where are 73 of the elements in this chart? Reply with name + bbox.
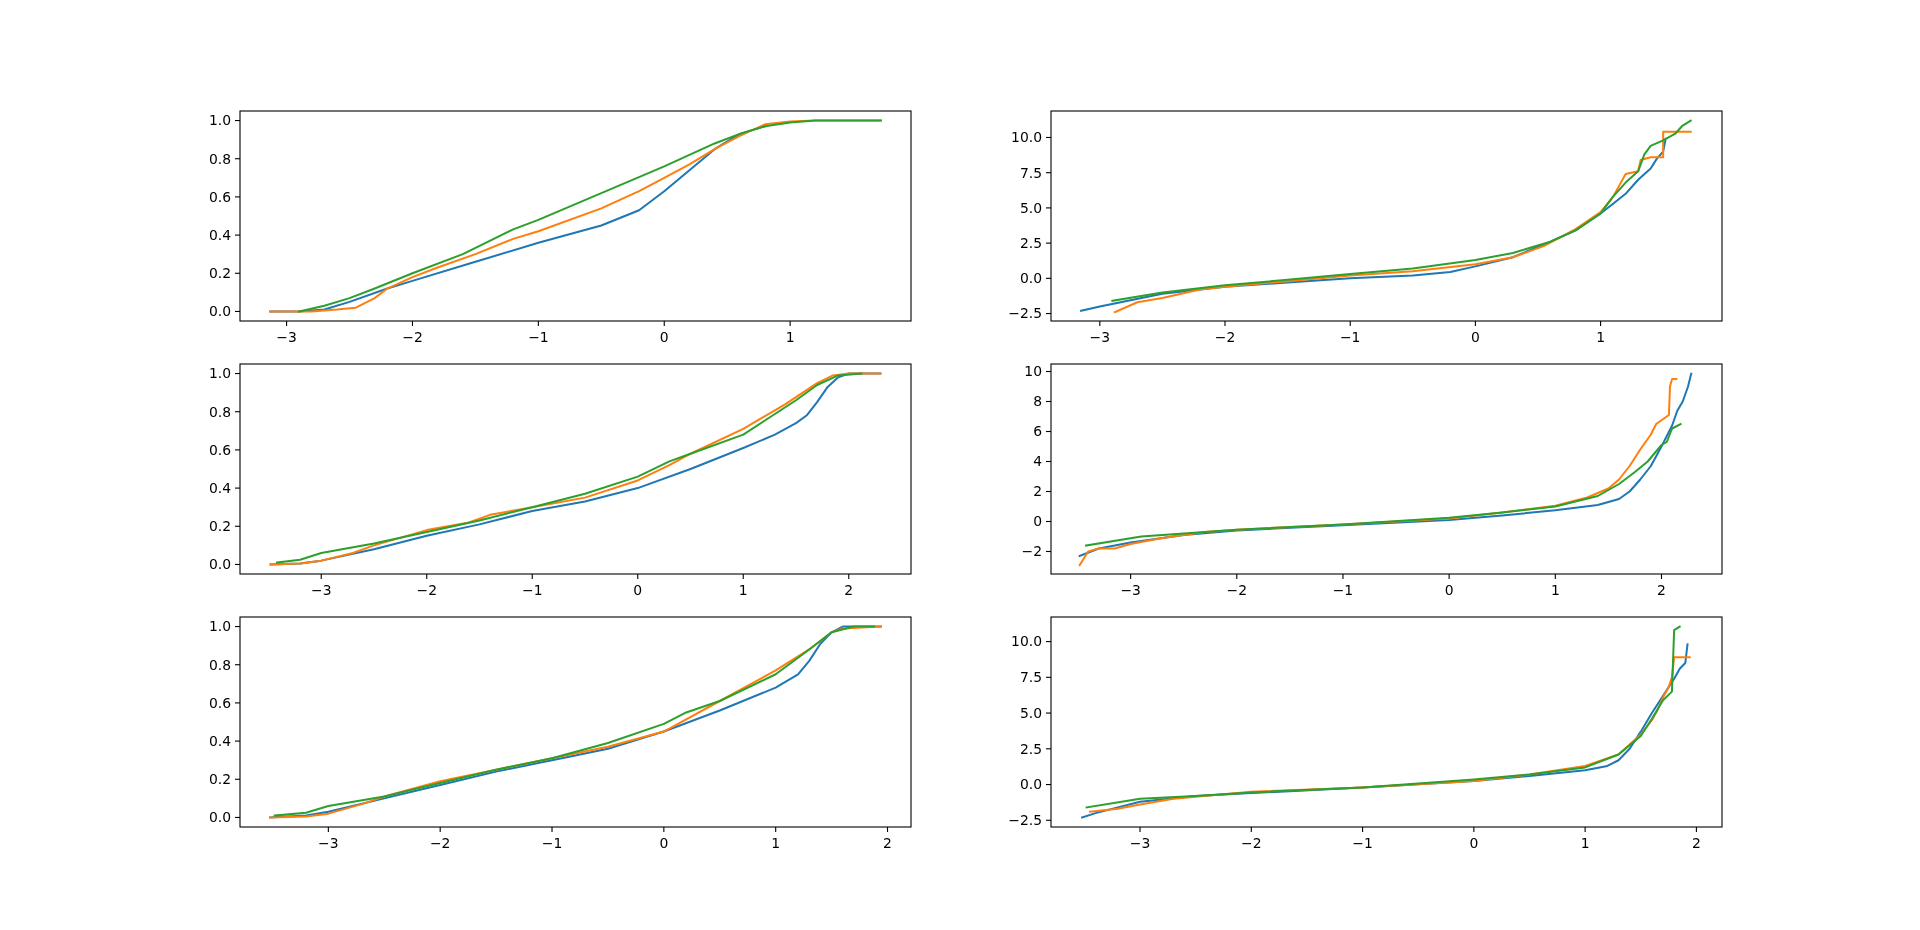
y-tick-label: 2: [1033, 483, 1042, 500]
x-tick-label: −3: [318, 835, 339, 851]
x-tick-label: 1: [771, 835, 781, 851]
x-tick-label: −2: [1241, 835, 1262, 851]
y-tick-label: −2: [1021, 543, 1042, 560]
line-series: [1085, 625, 1681, 809]
y-tick-label: 0.4: [208, 732, 232, 749]
x-tick-label: 2: [883, 835, 892, 851]
y-tick-label: 0.0: [1019, 270, 1042, 287]
y-tick-label: 0.8: [208, 150, 231, 167]
y-tick-label: 0.0: [208, 809, 231, 826]
x-tick-label: −1: [1352, 835, 1373, 851]
y-tick-label: 0.2: [208, 518, 231, 535]
y-tick-label: 0.0: [208, 556, 231, 573]
y-tick-label: 10.0: [1011, 633, 1042, 650]
x-tick-label: −3: [311, 582, 332, 598]
y-tick-label: 0.2: [208, 265, 231, 282]
x-tick-label: −2: [1226, 582, 1248, 598]
y-tick-label: 7.5: [1019, 669, 1042, 686]
y-tick-label: 0.0: [1019, 776, 1042, 793]
y-tick-label: 5.0: [1019, 199, 1042, 216]
x-tick-label: −2: [416, 582, 437, 598]
x-tick-label: 0: [1444, 582, 1454, 598]
y-tick-label: −2.5: [1008, 305, 1042, 322]
y-tick-label: 2.5: [1019, 234, 1042, 251]
x-tick-label: −3: [1089, 329, 1111, 345]
y-tick-label: 0: [1033, 513, 1042, 530]
x-tick-label: −1: [1332, 582, 1354, 598]
x-tick-label: −2: [1214, 329, 1236, 345]
y-tick-label: 1.0: [208, 365, 231, 382]
x-tick-label: 0: [1470, 329, 1480, 345]
x-tick-label: 0: [1469, 835, 1479, 851]
x-tick-label: 2: [1691, 835, 1701, 851]
x-tick-label: 2: [844, 582, 854, 598]
x-tick-label: 2: [1657, 582, 1666, 598]
y-tick-label: −2.5: [1008, 812, 1042, 829]
y-tick-label: 5.0: [1019, 704, 1042, 721]
y-tick-label: 8: [1033, 393, 1042, 410]
y-tick-label: 0.6: [208, 441, 231, 458]
x-tick-label: −3: [1129, 835, 1151, 851]
x-tick-label: −2: [402, 329, 423, 345]
x-tick-label: −1: [522, 582, 543, 598]
x-tick-label: 1: [1550, 582, 1560, 598]
y-tick-label: 0.6: [208, 694, 231, 711]
x-tick-label: −1: [528, 329, 549, 345]
x-tick-label: 1: [738, 582, 748, 598]
x-tick-label: 0: [633, 582, 643, 598]
y-tick-label: 0.2: [208, 771, 231, 788]
y-tick-label: 10.0: [1011, 129, 1042, 146]
y-tick-label: 0.4: [208, 226, 232, 243]
y-tick-label: 10: [1024, 363, 1042, 380]
y-tick-label: 6: [1033, 423, 1042, 440]
y-tick-label: 1.0: [208, 618, 231, 635]
y-tick-label: 0.4: [208, 479, 232, 496]
x-tick-label: 1: [785, 329, 795, 345]
y-tick-label: 0.0: [208, 303, 231, 320]
y-tick-label: 1.0: [208, 112, 231, 129]
x-tick-label: −3: [276, 329, 297, 345]
y-tick-label: 2.5: [1019, 740, 1042, 757]
line-series: [1085, 423, 1682, 547]
y-tick-label: 0.6: [208, 188, 231, 205]
y-tick-label: 0.8: [208, 656, 231, 673]
x-tick-label: −1: [541, 835, 563, 851]
x-tick-label: 0: [659, 329, 669, 345]
y-tick-label: 7.5: [1019, 164, 1042, 181]
x-tick-label: 1: [1596, 329, 1605, 345]
x-tick-label: 1: [1580, 835, 1590, 851]
x-tick-label: −3: [1120, 582, 1141, 598]
y-tick-label: 4: [1033, 453, 1043, 470]
x-tick-label: 0: [659, 835, 669, 851]
x-tick-label: −1: [1339, 329, 1361, 345]
y-tick-label: 0.8: [208, 403, 231, 420]
x-tick-label: −2: [429, 835, 451, 851]
